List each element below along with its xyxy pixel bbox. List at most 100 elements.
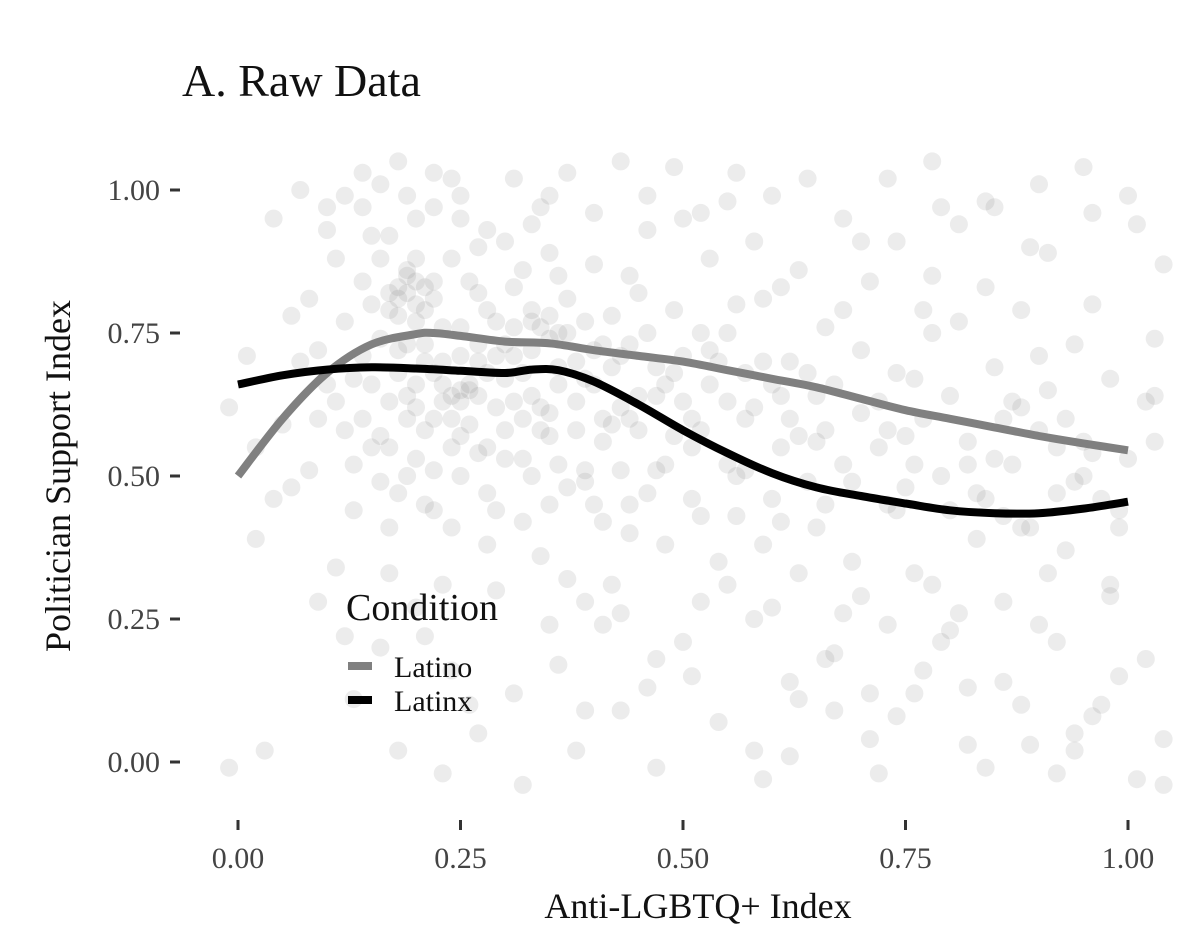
scatter-point (460, 695, 479, 714)
scatter-point (1101, 587, 1120, 606)
scatter-point (309, 592, 328, 611)
scatter-point (611, 152, 630, 171)
scatter-point (1101, 575, 1120, 594)
scatter-point (745, 741, 764, 760)
scatter-point (487, 312, 506, 331)
scatter-point (682, 489, 701, 508)
scatter-point (380, 518, 399, 537)
scatter-point (1047, 484, 1066, 503)
scatter-point (656, 455, 675, 474)
scatter-point (1038, 381, 1057, 400)
scatter-point (424, 501, 443, 520)
scatter-point (513, 409, 532, 428)
scatter-point (860, 272, 879, 291)
scatter-point (504, 392, 523, 411)
scatter-point (611, 398, 630, 417)
scatter-point (513, 775, 532, 794)
scatter-point (504, 278, 523, 297)
scatter-point (700, 249, 719, 268)
scatter-point (442, 409, 461, 428)
scatter-point (567, 392, 586, 411)
scatter-point (1030, 346, 1048, 365)
scatter-point (638, 678, 657, 697)
scatter-point (362, 226, 381, 245)
x-axis: 0.00 0.25 0.50 0.75 1.00 (212, 820, 1154, 875)
scatter-point (958, 735, 977, 754)
scatter-point (620, 409, 639, 428)
scatter-point (353, 198, 372, 217)
scatter-point (549, 266, 568, 285)
scatter-point (344, 369, 363, 388)
scatter-point (264, 489, 283, 508)
scatter-point (638, 186, 657, 205)
scatter-point (424, 198, 443, 217)
scatter-point (496, 449, 514, 468)
scatter-point (576, 461, 595, 480)
scatter-point (976, 278, 995, 297)
scatter-point (380, 438, 399, 457)
scatter-point (1021, 238, 1040, 257)
scatter-point (371, 638, 390, 657)
scatter-point (549, 324, 568, 342)
scatter-point (682, 438, 701, 457)
scatter-point (389, 278, 408, 297)
scatter-point (469, 724, 488, 743)
scatter-point (398, 409, 417, 428)
scatter-point (300, 289, 319, 308)
scatter-point (932, 632, 951, 651)
scatter-point (941, 386, 959, 405)
scatter-point (718, 192, 737, 211)
scatter-point (700, 375, 719, 394)
scatter-point (745, 232, 764, 251)
scatter-point (1119, 449, 1137, 468)
scatter-point (629, 421, 648, 440)
scatter-point (549, 455, 568, 474)
scatter-point (415, 278, 434, 297)
scatter-point (1021, 735, 1040, 754)
scatter-point (424, 409, 443, 428)
scatter-point (763, 489, 781, 508)
scatter-point (469, 284, 488, 302)
scatter-point (843, 552, 862, 571)
scatter-point (487, 398, 506, 417)
scatter-point (291, 181, 310, 199)
scatter-point (380, 564, 399, 583)
scatter-point (816, 650, 835, 668)
scatter-point (318, 198, 336, 217)
scatter-point (540, 495, 559, 514)
scatter-point (487, 346, 506, 365)
scatter-point (1136, 650, 1155, 668)
scatter-point (389, 152, 408, 171)
scatter-point (442, 386, 461, 405)
scatter-point (522, 215, 541, 234)
scatter-point (994, 409, 1013, 428)
scatter-point (496, 232, 514, 251)
scatter-point (718, 324, 737, 342)
scatter-point (415, 421, 434, 440)
scatter-point (407, 272, 425, 291)
scatter-point (816, 318, 835, 337)
scatter-point (718, 575, 737, 594)
scatter-point (335, 421, 354, 440)
legend-label-latinx: Latinx (394, 685, 472, 718)
scatter-point (958, 455, 977, 474)
scatter-point (816, 421, 835, 440)
scatter-point (763, 186, 781, 205)
scatter-point (682, 409, 701, 428)
scatter-point (407, 249, 425, 268)
scatter-point (362, 375, 381, 394)
scatter-point (602, 415, 621, 434)
scatter-point (647, 386, 666, 405)
scatter-point (780, 747, 799, 766)
scatter-point (1110, 518, 1129, 537)
scatter-point (576, 472, 595, 491)
scatter-point (460, 272, 479, 291)
scatter-point (754, 289, 773, 308)
scatter-point (309, 409, 328, 428)
scatter-point (869, 764, 888, 783)
scatter-point (620, 266, 639, 285)
scatter-point (344, 455, 363, 474)
scatter-point (816, 495, 835, 514)
legend: Condition Latino Latinx (346, 587, 498, 718)
scatter-point (264, 209, 283, 228)
